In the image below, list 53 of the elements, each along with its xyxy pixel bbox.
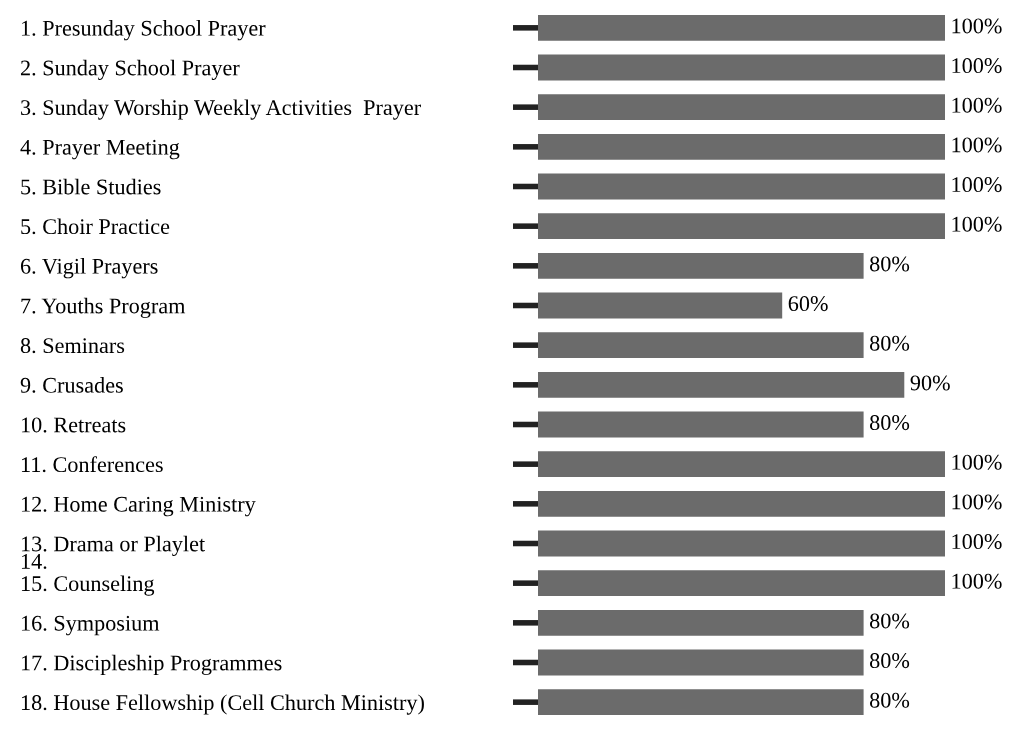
bar: [538, 14, 945, 41]
bar: [538, 689, 864, 716]
data-label: 80%: [870, 613, 910, 629]
y-tick-label: 1. Presunday School Prayer: [21, 20, 266, 41]
data-label: 100%: [952, 97, 1002, 113]
data-label: 100%: [952, 58, 1002, 74]
data-label: 80%: [870, 335, 910, 351]
y-tick-label: 7. Youths Program: [21, 297, 186, 319]
y-tick-label: 5. Bible Studies: [21, 178, 161, 195]
bar: [538, 609, 864, 636]
y-tick-label: 6. Vigil Prayers: [20, 258, 158, 279]
data-label: 100%: [952, 137, 1002, 153]
data-label: 80%: [870, 692, 910, 708]
y-tick-label: 4. Prayer Meeting: [20, 139, 180, 160]
data-label: 100%: [952, 534, 1002, 550]
bar: [538, 213, 945, 240]
data-label: 80%: [870, 256, 910, 272]
bar: [538, 570, 945, 597]
y-tick-label: 15. Counseling: [21, 575, 155, 596]
bar: [538, 173, 945, 200]
y-tick-label: 2. Sunday School Prayer: [20, 59, 240, 81]
y-tick-label: 18. House Fellowship (Cell Church Ministry): [21, 694, 424, 715]
bar: [538, 530, 945, 557]
y-tick-label: 5. Choir Practice: [21, 218, 170, 235]
bar: [538, 94, 945, 121]
y-tick-label: 11. Conferences: [21, 456, 163, 473]
bar: [538, 133, 945, 160]
data-label: 100%: [952, 216, 1002, 232]
bar: [538, 371, 905, 398]
data-label: 100%: [952, 494, 1002, 510]
y-tick-label: 12. Home Caring Ministry: [21, 496, 256, 517]
bar: [538, 54, 945, 81]
data-label: 60%: [788, 296, 828, 312]
bar: [538, 490, 945, 517]
bar: [538, 252, 864, 279]
y-tick-label: 8. Seminars: [20, 338, 125, 354]
bar: [538, 292, 783, 319]
data-label: 80%: [870, 415, 910, 431]
data-label: 90%: [910, 375, 950, 391]
y-tick-label: 16. Symposium: [21, 615, 160, 636]
y-tick-label: 17. Discipleship Programmes: [21, 654, 282, 676]
bar: [538, 411, 864, 438]
bar: [538, 332, 864, 359]
y-tick-label: 3. Sunday Worship Weekly Activities Prayer: [21, 99, 421, 120]
data-label: 80%: [870, 653, 910, 669]
data-label: 100%: [952, 454, 1002, 470]
bar: [538, 649, 864, 676]
data-label: 100%: [952, 177, 1002, 193]
y-tick-label: 10. Retreats: [21, 417, 126, 433]
data-label: 100%: [952, 573, 1002, 589]
bar: [538, 451, 945, 478]
y-tick-label: 9. Crusades: [20, 377, 123, 393]
data-label: 100%: [952, 18, 1002, 34]
